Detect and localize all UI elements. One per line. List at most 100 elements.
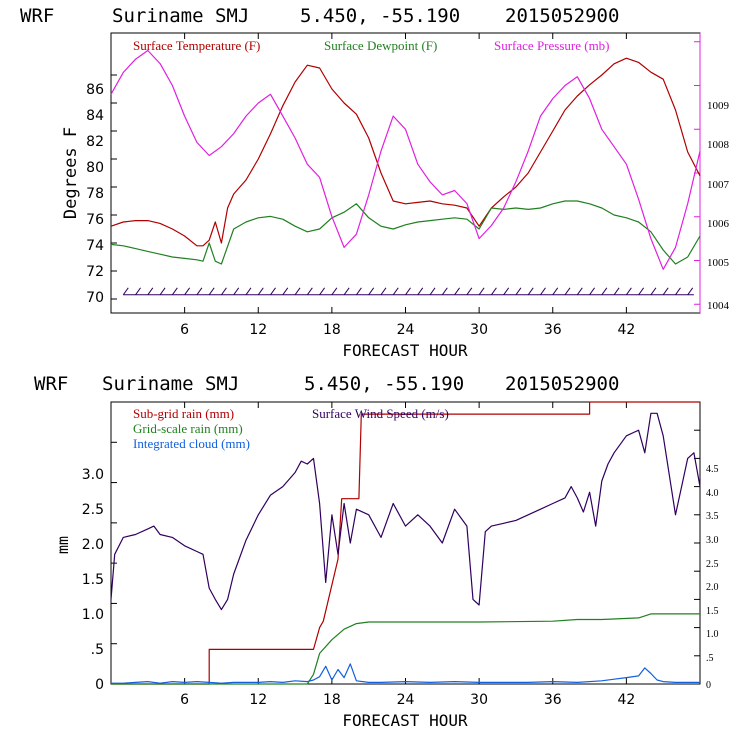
chart1-wind-barb bbox=[282, 287, 289, 296]
chart1-series-surface-temperature-f bbox=[110, 57, 701, 247]
chart1-wind-barb bbox=[441, 287, 448, 296]
chart1-y2tick-label: 1007 bbox=[707, 179, 730, 191]
chart1-wind-barb bbox=[122, 287, 129, 296]
chart1-wind-barb bbox=[650, 287, 657, 296]
chart2-ytick-label: 2.5 bbox=[82, 502, 104, 518]
chart1-wind-barb bbox=[675, 287, 681, 296]
chart1-wind-barb bbox=[429, 287, 436, 296]
chart2-series-grid-scale-rain-mm bbox=[111, 613, 700, 685]
chart1-wind-barb bbox=[576, 287, 583, 296]
chart2-y2tick-label: 4.5 bbox=[706, 464, 719, 475]
chart2-legend-grid-rain: Grid-scale rain (mm) bbox=[133, 421, 243, 436]
chart1-wind-barb bbox=[552, 287, 559, 296]
chart2-y2tick-label: 3.0 bbox=[706, 535, 719, 546]
chart1-wind-barb bbox=[171, 287, 178, 296]
chart1-wind-barb bbox=[564, 287, 571, 296]
chart2-header-model: WRF bbox=[34, 373, 68, 395]
chart1-wind-barb bbox=[294, 287, 301, 296]
chart1-wind-barb bbox=[478, 287, 485, 296]
chart2-xtick-label: 12 bbox=[249, 692, 267, 708]
chart2-legend-subgrid-rain: Sub-grid rain (mm) bbox=[133, 406, 234, 421]
chart1-header-model: WRF bbox=[20, 5, 54, 27]
chart2-xtick-label: 30 bbox=[470, 692, 488, 708]
chart1-wind-barb bbox=[454, 287, 460, 296]
chart2-ytick-label: 3.0 bbox=[82, 467, 104, 483]
chart1-wind-barb bbox=[625, 287, 632, 296]
chart1-wind-barb bbox=[257, 287, 264, 296]
chart1-xtick-label: 36 bbox=[544, 322, 562, 338]
chart1-ytick-label: 74 bbox=[86, 238, 104, 254]
chart1-ytick-label: 76 bbox=[86, 212, 104, 228]
chart1-wind-barb bbox=[196, 287, 203, 296]
chart1-wind-barb bbox=[343, 287, 350, 296]
chart1-wind-barb bbox=[221, 287, 227, 296]
chart1-xtick-label: 42 bbox=[617, 322, 635, 338]
chart1-header-run: 2015052900 bbox=[505, 5, 619, 27]
chart1-wind-barb bbox=[368, 287, 375, 296]
chart2-x-axis-label: FORECAST HOUR bbox=[342, 711, 468, 730]
chart2-y2tick-label: 4.0 bbox=[706, 488, 719, 499]
chart1-wind-barb bbox=[245, 287, 252, 296]
chart-precipitation-panel: WRF Suriname SMJ 5.450, -55.190 20150529… bbox=[34, 373, 719, 730]
chart2-xtick-label: 24 bbox=[397, 692, 415, 708]
chart1-ytick-label: 80 bbox=[86, 160, 104, 176]
chart1-x-ticks: 6 12 18 24 30 36 42 bbox=[180, 322, 635, 338]
chart1-legend-dewpoint: Surface Dewpoint (F) bbox=[324, 38, 437, 53]
chart1-legend-temperature: Surface Temperature (F) bbox=[133, 38, 260, 53]
chart2-y2tick-label: .5 bbox=[706, 653, 714, 664]
chart1-series-surface-pressure-mb bbox=[110, 49, 701, 270]
chart1-y-axis-label: Degrees F bbox=[61, 127, 81, 219]
chart1-header-location: Suriname SMJ bbox=[112, 5, 249, 27]
chart1-wind-barb bbox=[527, 287, 534, 296]
chart1-ytick-label: 84 bbox=[86, 108, 104, 124]
chart1-wind-barb bbox=[589, 287, 595, 296]
chart1-plot-area bbox=[110, 32, 701, 314]
chart1-wind-barb bbox=[405, 287, 411, 296]
chart1-y-ticks: 70 72 74 76 78 80 82 84 86 bbox=[86, 82, 104, 306]
chart2-right-ticks: 0 .5 1.0 1.5 2.0 2.5 3.0 3.5 4.0 4.5 bbox=[706, 464, 719, 691]
chart2-series-surface-wind-speed-m-s bbox=[110, 412, 701, 611]
chart2-header-run: 2015052900 bbox=[505, 373, 619, 395]
chart1-y2tick-label: 1004 bbox=[707, 300, 730, 312]
chart1-wind-barb bbox=[490, 287, 497, 296]
chart1-legend-pressure: Surface Pressure (mb) bbox=[494, 38, 610, 53]
chart2-xtick-label: 36 bbox=[544, 692, 562, 708]
chart1-wind-barb bbox=[540, 287, 546, 296]
chart2-x-ticks: 6 12 18 24 30 36 42 bbox=[180, 692, 635, 708]
chart1-wind-barb bbox=[208, 287, 215, 296]
chart-temperature-panel: WRF Suriname SMJ 5.450, -55.190 20150529… bbox=[20, 5, 730, 360]
chart2-xtick-label: 6 bbox=[180, 692, 189, 708]
chart1-wind-barb bbox=[515, 287, 522, 296]
chart1-wind-barb bbox=[601, 287, 608, 296]
chart1-wind-barb bbox=[638, 287, 645, 296]
chart1-x-axis-label: FORECAST HOUR bbox=[342, 341, 468, 360]
chart1-frame bbox=[110, 32, 701, 314]
chart1-wind-barb bbox=[331, 287, 338, 296]
chart1-ytick-label: 72 bbox=[86, 264, 104, 280]
chart1-xtick-label: 6 bbox=[180, 322, 189, 338]
chart1-wind-barb bbox=[392, 287, 399, 296]
chart1-ytick-label: 78 bbox=[86, 186, 104, 202]
chart1-wind-barb bbox=[356, 287, 362, 296]
chart2-y2tick-label: 1.0 bbox=[706, 629, 719, 640]
chart2-ytick-label: .5 bbox=[91, 642, 104, 658]
chart1-ytick-label: 82 bbox=[86, 134, 104, 150]
chart1-wind-barb bbox=[417, 287, 424, 296]
chart1-wind-barb bbox=[662, 287, 669, 296]
chart2-series-integrated-cloud-mm bbox=[111, 663, 700, 684]
chart1-ytick-label: 70 bbox=[86, 290, 104, 306]
chart1-ytick-label: 86 bbox=[86, 82, 104, 98]
chart1-wind-barb bbox=[147, 287, 154, 296]
chart2-y-ticks: 0 .5 1.0 1.5 2.0 2.5 3.0 bbox=[82, 467, 104, 693]
chart1-wind-barb bbox=[319, 287, 326, 296]
chart2-xtick-label: 42 bbox=[617, 692, 635, 708]
chart2-ytick-label: 1.0 bbox=[82, 607, 104, 623]
chart2-ytick-label: 0 bbox=[95, 677, 104, 693]
chart1-xtick-label: 24 bbox=[397, 322, 415, 338]
chart2-header-location: Suriname SMJ bbox=[102, 373, 239, 395]
chart1-wind-barb bbox=[159, 287, 166, 296]
chart2-y2tick-label: 2.0 bbox=[706, 582, 719, 593]
chart1-xtick-label: 18 bbox=[323, 322, 341, 338]
chart2-y2tick-label: 3.5 bbox=[706, 511, 719, 522]
